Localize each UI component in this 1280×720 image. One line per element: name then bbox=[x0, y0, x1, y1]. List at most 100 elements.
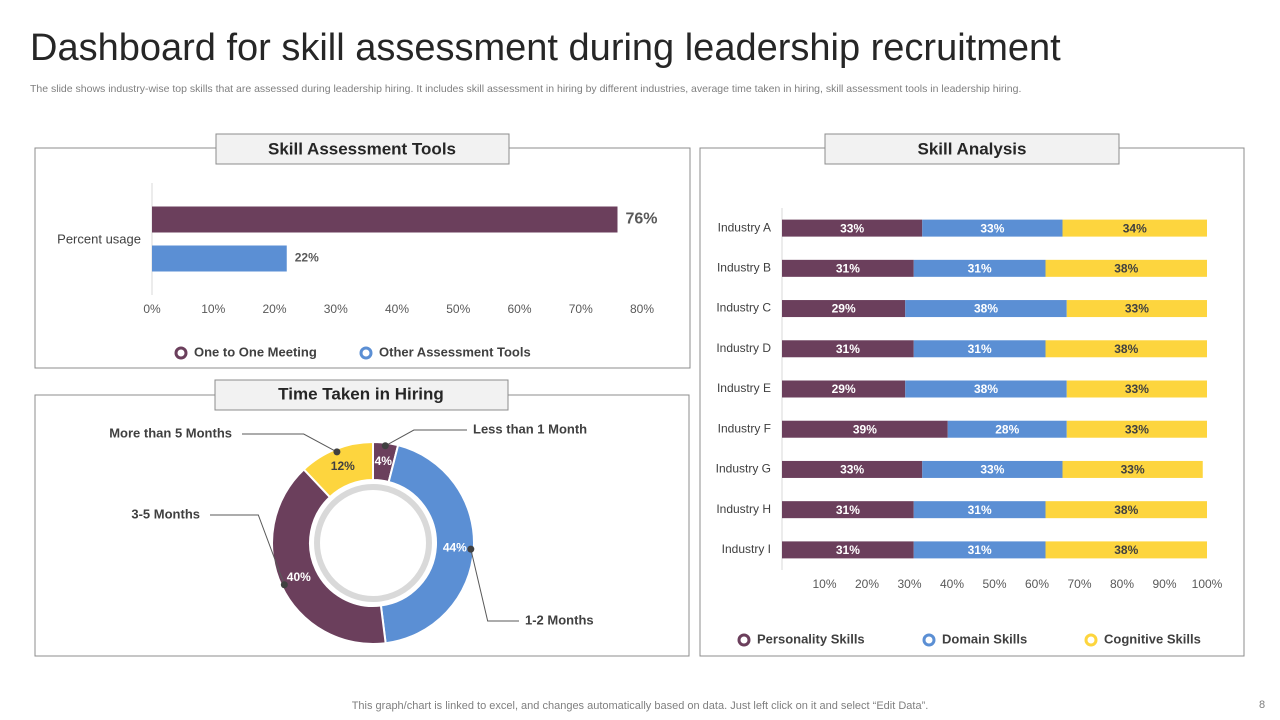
x-tick-label: 80% bbox=[630, 302, 654, 316]
data-label: 33% bbox=[980, 221, 1004, 235]
legend-label: Domain Skills bbox=[942, 631, 1027, 646]
bar-segment bbox=[782, 541, 914, 559]
slide-subtitle: The slide shows industry-wise top skills… bbox=[30, 83, 1021, 95]
panel-title-box bbox=[215, 133, 510, 165]
footer-note: This graph/chart is linked to excel, and… bbox=[352, 700, 929, 712]
x-tick-label: 40% bbox=[385, 302, 409, 316]
y-tick-label: Industry A bbox=[718, 220, 771, 234]
data-label: 33% bbox=[1121, 463, 1145, 477]
x-tick-label: 30% bbox=[897, 577, 921, 591]
slice-label: 1-2 Months bbox=[525, 612, 594, 627]
data-label: 33% bbox=[1125, 382, 1149, 396]
legend-marker bbox=[737, 633, 751, 647]
legend-label: One to One Meeting bbox=[194, 344, 317, 359]
data-label: 31% bbox=[968, 503, 992, 517]
x-tick-label: 20% bbox=[855, 577, 879, 591]
data-label: 76% bbox=[626, 211, 658, 228]
data-label: 31% bbox=[968, 342, 992, 356]
x-tick-label: 10% bbox=[201, 302, 225, 316]
leader-dot bbox=[280, 581, 288, 589]
x-tick-label: 30% bbox=[324, 302, 348, 316]
donut-slice bbox=[379, 443, 475, 645]
x-tick-label: 50% bbox=[446, 302, 470, 316]
chart-title: Skill Analysis bbox=[918, 139, 1027, 158]
data-label: 31% bbox=[968, 543, 992, 557]
y-tick-label: Industry B bbox=[717, 261, 771, 275]
bar-segment bbox=[782, 340, 914, 358]
legend-marker bbox=[359, 346, 373, 360]
data-label: 33% bbox=[840, 221, 864, 235]
x-tick-label: 0% bbox=[143, 302, 161, 316]
data-label: 38% bbox=[1114, 342, 1138, 356]
bar bbox=[152, 206, 618, 233]
bar-segment bbox=[905, 300, 1067, 318]
leader-dot bbox=[381, 442, 389, 450]
x-tick-label: 40% bbox=[940, 577, 964, 591]
bar-segment bbox=[922, 219, 1063, 237]
panel-title-box bbox=[214, 379, 509, 411]
chart-title: Skill Assessment Tools bbox=[268, 139, 456, 158]
x-tick-label: 60% bbox=[1025, 577, 1049, 591]
bar-segment bbox=[913, 340, 1046, 358]
x-tick-label: 80% bbox=[1110, 577, 1134, 591]
bar-segment bbox=[782, 300, 906, 318]
legend-marker bbox=[1084, 633, 1098, 647]
y-tick-label: Industry D bbox=[716, 341, 771, 355]
data-label: 33% bbox=[980, 463, 1004, 477]
donut-slice bbox=[302, 440, 374, 499]
bar-segment bbox=[913, 259, 1046, 277]
x-tick-label: 90% bbox=[1152, 577, 1176, 591]
panel bbox=[34, 147, 691, 369]
legend-label: Cognitive Skills bbox=[1104, 631, 1201, 646]
bar-segment bbox=[1045, 259, 1207, 277]
bar-segment bbox=[782, 380, 906, 398]
y-tick-label: Industry I bbox=[722, 542, 771, 556]
data-label: 39% bbox=[853, 422, 877, 436]
bar-segment bbox=[782, 219, 923, 237]
bar-segment bbox=[1045, 340, 1207, 358]
data-label: 29% bbox=[832, 302, 856, 316]
leader-dot bbox=[467, 545, 475, 553]
data-label: 34% bbox=[1123, 221, 1147, 235]
chart-title: Time Taken in Hiring bbox=[278, 384, 444, 403]
data-label: 33% bbox=[1125, 302, 1149, 316]
x-tick-label: 10% bbox=[812, 577, 836, 591]
x-tick-label: 60% bbox=[507, 302, 531, 316]
bar-segment bbox=[947, 420, 1067, 438]
leader-line bbox=[210, 514, 285, 585]
data-label: 33% bbox=[1125, 422, 1149, 436]
slice-label: 3-5 Months bbox=[131, 506, 200, 521]
leader-line bbox=[242, 433, 338, 453]
data-label: 38% bbox=[974, 382, 998, 396]
data-label: 40% bbox=[287, 570, 311, 584]
bar bbox=[152, 245, 287, 272]
data-label: 31% bbox=[836, 543, 860, 557]
panel-title-box bbox=[824, 133, 1120, 165]
slide-title: Dashboard for skill assessment during le… bbox=[30, 27, 1061, 69]
bar-segment bbox=[1062, 219, 1207, 237]
data-label: 38% bbox=[1114, 262, 1138, 276]
slice-label: More than 5 Months bbox=[109, 425, 232, 440]
bar-segment bbox=[1045, 501, 1207, 519]
page-number: 8 bbox=[1259, 699, 1265, 711]
bar-segment bbox=[1066, 300, 1207, 318]
donut-slice bbox=[271, 467, 387, 645]
bar-segment bbox=[782, 501, 914, 519]
leader-line bbox=[470, 549, 519, 622]
y-tick-label: Industry E bbox=[717, 381, 771, 395]
bar-segment bbox=[782, 420, 948, 438]
legend-marker bbox=[174, 346, 188, 360]
data-label: 12% bbox=[331, 459, 355, 473]
data-label: 38% bbox=[1114, 503, 1138, 517]
bar-segment bbox=[913, 541, 1046, 559]
y-tick-label: Industry H bbox=[716, 502, 771, 516]
legend-label: Personality Skills bbox=[757, 631, 865, 646]
bar-segment bbox=[922, 460, 1063, 478]
data-label: 38% bbox=[1114, 543, 1138, 557]
leader-line bbox=[385, 429, 467, 447]
x-tick-label: 70% bbox=[569, 302, 593, 316]
data-label: 22% bbox=[295, 251, 319, 265]
bar-segment bbox=[1066, 420, 1207, 438]
data-label: 31% bbox=[836, 342, 860, 356]
